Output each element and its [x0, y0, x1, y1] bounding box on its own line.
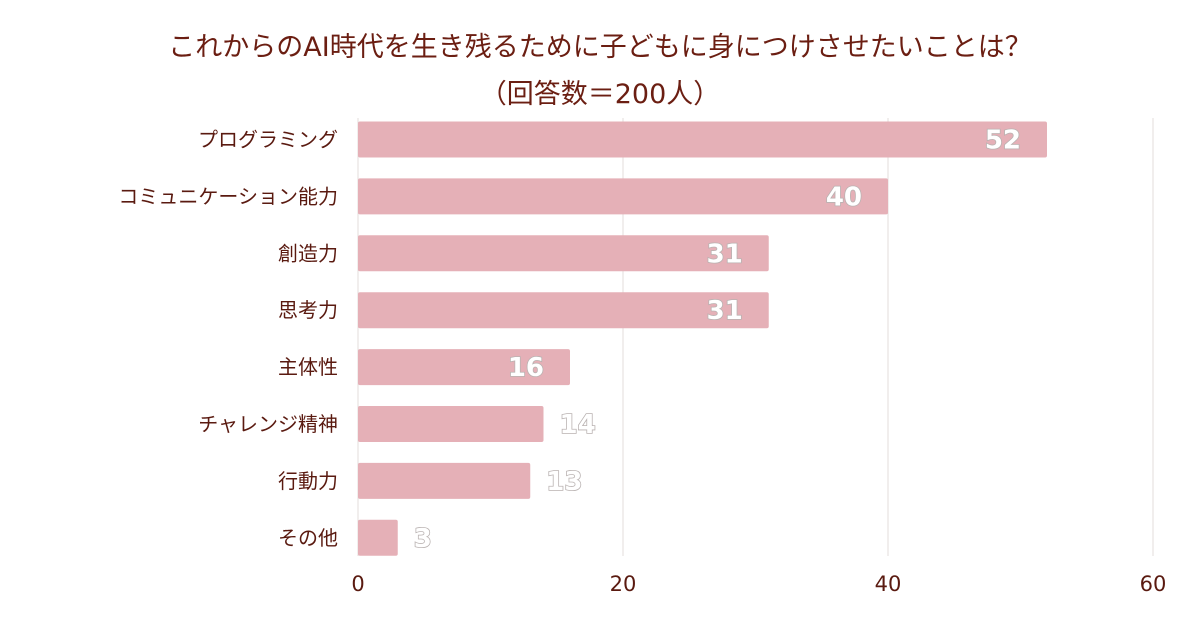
category-label: 行動力 [278, 469, 338, 493]
category-label: 主体性 [278, 355, 338, 379]
category-label: チャレンジ精神 [198, 412, 338, 436]
data-label: 31 [707, 239, 743, 269]
category-label: 創造力 [278, 241, 338, 265]
bar [358, 121, 1047, 158]
category-label: プログラミング [198, 128, 338, 152]
bar [358, 349, 570, 386]
bar [358, 178, 888, 215]
data-label: 31 [707, 296, 743, 326]
category-label: 思考力 [278, 298, 338, 322]
bar [358, 406, 544, 442]
data-label: 3 [414, 524, 432, 554]
data-label: 40 [826, 182, 862, 212]
x-tick-label: 0 [351, 572, 364, 596]
data-label: 14 [560, 410, 596, 440]
data-label: 52 [985, 126, 1021, 156]
bar [358, 462, 531, 499]
category-label: その他 [278, 526, 338, 550]
value-labels: 52 40 31 31 16 14 13 3 [413, 125, 1022, 555]
category-label: コミュニケーション能力 [118, 184, 338, 208]
bar [358, 292, 769, 329]
bars [358, 121, 1047, 556]
bar [358, 235, 769, 272]
x-axis-tick-labels: 0 20 40 60 [351, 572, 1166, 596]
data-label: 13 [546, 467, 582, 497]
x-tick-label: 40 [875, 572, 902, 596]
chart-title-line-2: （回答数＝200人） [479, 79, 721, 110]
bar [358, 519, 398, 556]
data-label: 16 [508, 353, 544, 383]
chart-title-line-1: これからのAI時代を生き残るために子どもに身につけさせたいことは？ [168, 32, 1032, 63]
x-tick-label: 60 [1140, 572, 1167, 596]
x-tick-label: 20 [610, 572, 637, 596]
